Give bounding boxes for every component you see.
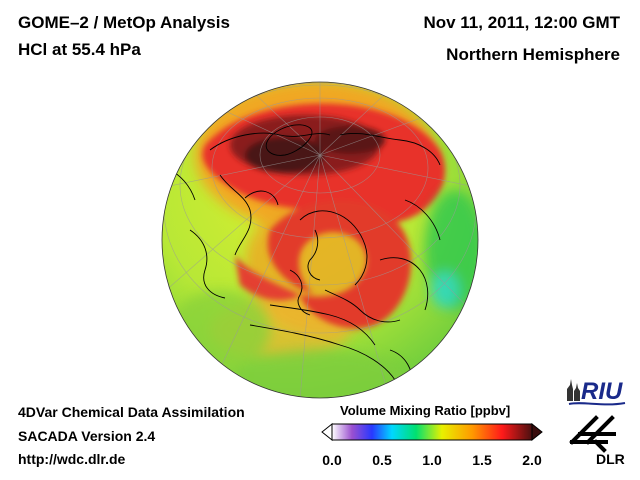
riu-logo-text: RIU — [581, 378, 623, 405]
colorbar-title: Volume Mixing Ratio [ppbv] — [340, 403, 511, 418]
globe-map — [161, 81, 479, 399]
region-label: Northern Hemisphere — [446, 45, 620, 64]
url-label[interactable]: http://wdc.dlr.de — [18, 451, 126, 467]
colorbar-tick: 2.0 — [522, 452, 542, 468]
colorbar-high-arrow — [531, 422, 543, 442]
colorbar-tick: 0.5 — [372, 452, 392, 468]
colorbar-gradient — [331, 423, 533, 441]
title-line2: HCl at 55.4 hPa — [18, 40, 141, 59]
colorbar-low-arrow — [321, 422, 333, 442]
assimilation-label: 4DVar Chemical Data Assimilation — [18, 404, 245, 420]
colorbar — [321, 422, 543, 442]
colorbar-tick: 1.5 — [472, 452, 492, 468]
dlr-logo-text: DLR — [596, 451, 625, 466]
colorbar-tick: 0.0 — [322, 452, 342, 468]
date-label: Nov 11, 2011, 12:00 GMT — [423, 13, 620, 32]
title-line1: GOME–2 / MetOp Analysis — [18, 13, 230, 32]
riu-logo: RIU — [567, 378, 626, 406]
colorbar-tick: 1.0 — [422, 452, 442, 468]
version-label: SACADA Version 2.4 — [18, 428, 156, 444]
dlr-logo: DLR — [569, 415, 625, 466]
